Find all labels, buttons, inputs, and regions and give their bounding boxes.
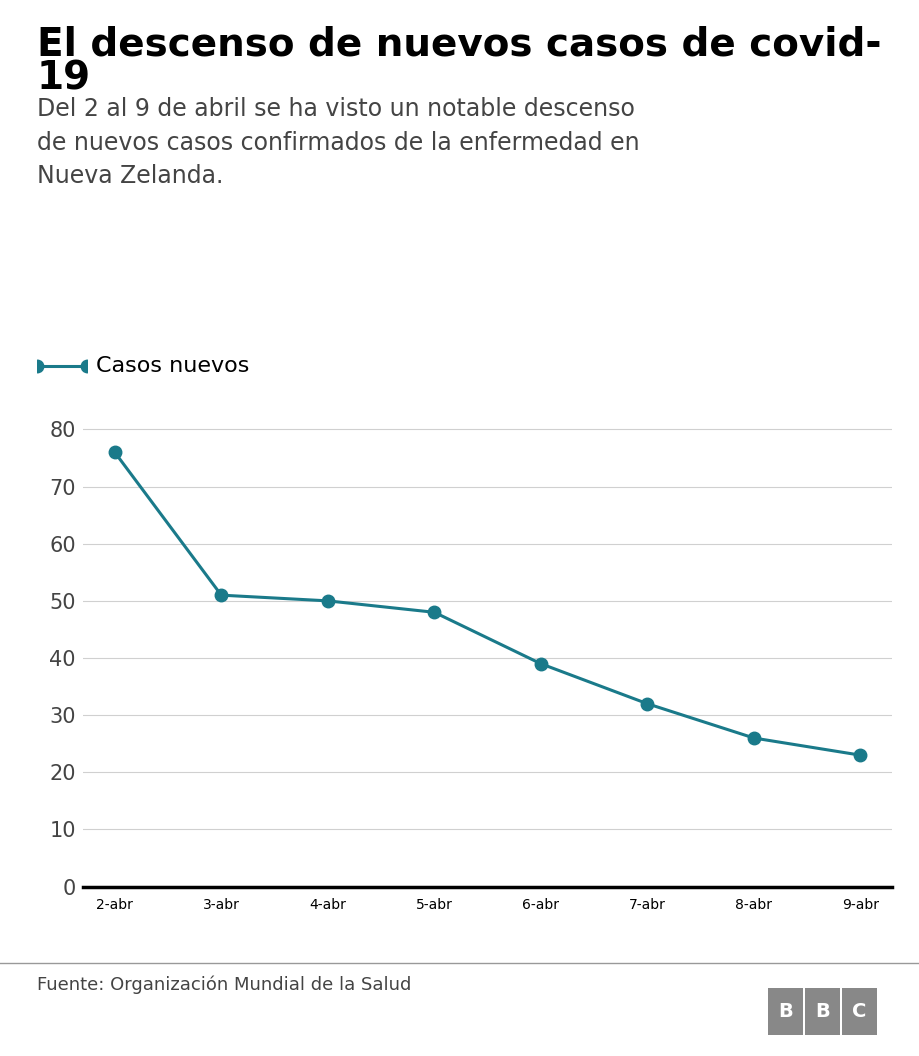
Text: B: B — [814, 1002, 829, 1021]
Text: Fuente: Organización Mundial de la Salud: Fuente: Organización Mundial de la Salud — [37, 976, 411, 995]
Text: Casos nuevos: Casos nuevos — [96, 357, 249, 376]
Text: 19: 19 — [37, 59, 91, 97]
Text: Del 2 al 9 de abril se ha visto un notable descenso
de nuevos casos confirmados : Del 2 al 9 de abril se ha visto un notab… — [37, 97, 639, 188]
Text: B: B — [777, 1002, 792, 1021]
Text: El descenso de nuevos casos de covid-: El descenso de nuevos casos de covid- — [37, 25, 880, 63]
Text: C: C — [851, 1002, 866, 1021]
